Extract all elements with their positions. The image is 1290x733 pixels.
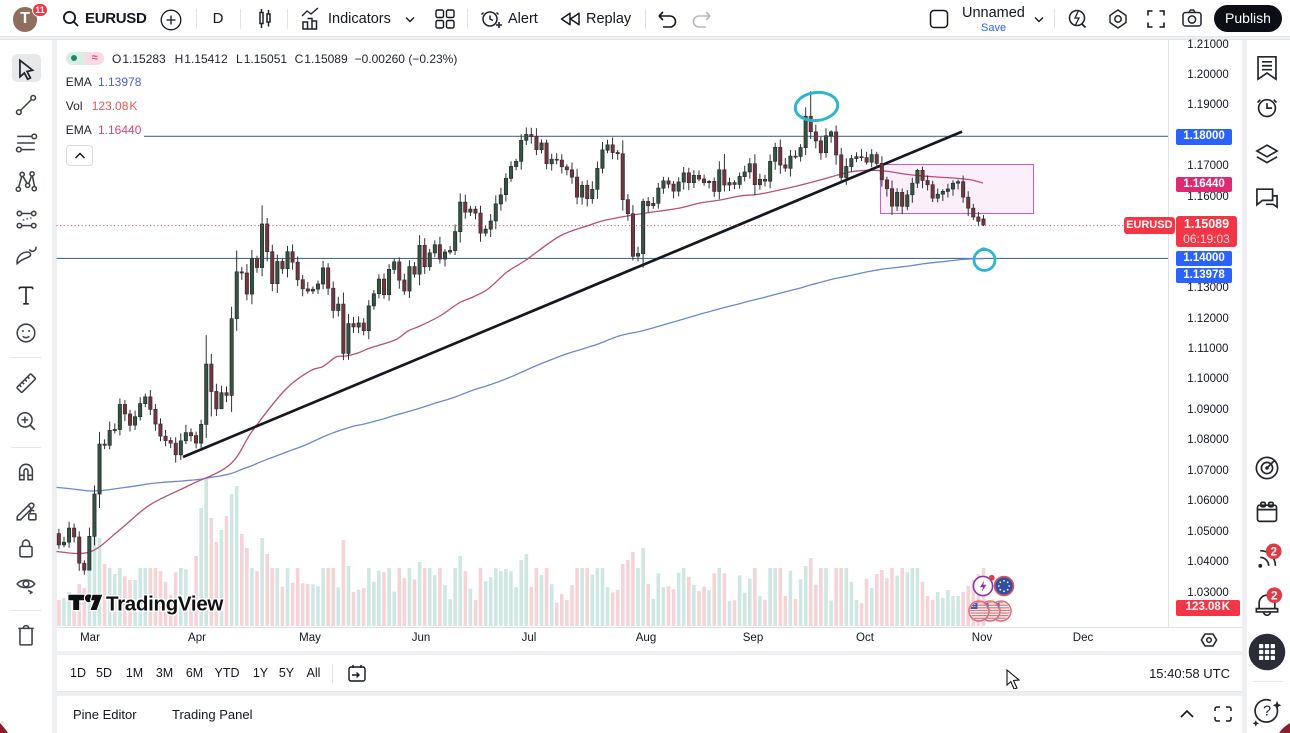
svg-text:TradingView: TradingView [106,593,223,616]
svg-text:2: 2 [1271,589,1278,602]
svg-text:2: 2 [1270,546,1277,559]
svg-text:?: ? [1262,704,1270,720]
